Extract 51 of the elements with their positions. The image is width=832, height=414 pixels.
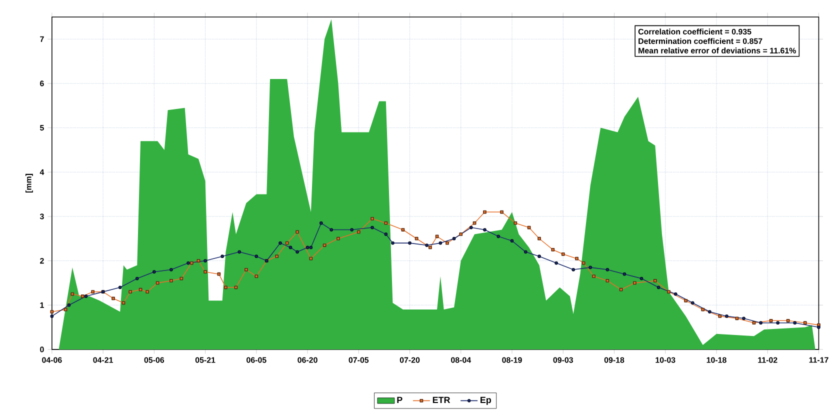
point <box>330 228 334 232</box>
point <box>296 250 299 254</box>
point <box>793 320 797 324</box>
point <box>408 241 412 245</box>
point <box>238 250 242 254</box>
point <box>135 276 139 280</box>
point <box>309 246 313 250</box>
point <box>776 320 780 324</box>
point <box>640 276 644 280</box>
point <box>674 292 678 296</box>
point <box>306 246 310 250</box>
point <box>186 261 190 265</box>
point <box>588 266 592 269</box>
point <box>370 226 374 230</box>
point <box>152 270 156 274</box>
point <box>606 268 610 272</box>
legend-label: P <box>397 396 402 403</box>
point <box>84 294 88 298</box>
point <box>384 232 388 236</box>
point <box>452 236 456 240</box>
point <box>510 238 514 242</box>
point <box>319 221 323 225</box>
point <box>204 258 207 262</box>
point <box>524 250 528 254</box>
point <box>759 320 762 324</box>
point <box>554 261 558 265</box>
point <box>742 316 746 320</box>
point <box>483 228 486 232</box>
point <box>725 314 728 318</box>
point <box>350 228 354 232</box>
point <box>278 241 282 245</box>
point <box>469 226 473 230</box>
point <box>690 301 694 304</box>
point <box>67 303 71 307</box>
point <box>496 234 500 238</box>
point <box>391 241 394 245</box>
point <box>656 286 660 289</box>
point <box>572 268 576 272</box>
point <box>220 254 224 258</box>
point <box>622 272 626 276</box>
point <box>254 254 258 258</box>
point <box>170 268 173 272</box>
legend-label: ETR <box>432 396 450 403</box>
point <box>708 310 712 314</box>
point <box>50 314 54 318</box>
point <box>538 254 541 258</box>
legend-label: Ep <box>480 396 492 405</box>
point <box>288 246 292 250</box>
point <box>425 243 428 247</box>
point <box>118 286 122 289</box>
point <box>438 241 442 245</box>
